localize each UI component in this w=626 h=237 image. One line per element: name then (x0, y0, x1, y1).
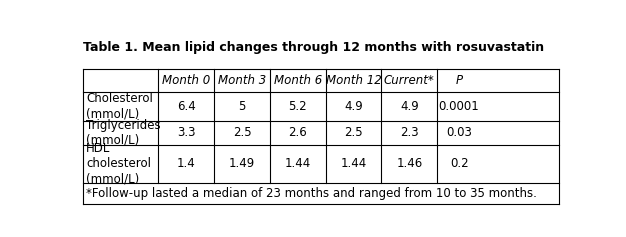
Text: 4.9: 4.9 (344, 100, 363, 113)
Text: *Follow-up lasted a median of 23 months and ranged from 10 to 35 months.: *Follow-up lasted a median of 23 months … (86, 187, 537, 200)
Text: 2.6: 2.6 (289, 126, 307, 139)
Text: Month 3: Month 3 (218, 74, 266, 87)
Text: 3.3: 3.3 (177, 126, 195, 139)
Text: Month 6: Month 6 (274, 74, 322, 87)
Text: Cholesterol
(mmol/L): Cholesterol (mmol/L) (86, 92, 153, 120)
Text: 6.4: 6.4 (177, 100, 195, 113)
Text: 1.49: 1.49 (229, 157, 255, 170)
Text: 2.3: 2.3 (400, 126, 419, 139)
Text: 1.4: 1.4 (177, 157, 195, 170)
Text: P: P (456, 74, 463, 87)
Text: Current*: Current* (384, 74, 434, 87)
Text: HDL
cholesterol
(mmol/L): HDL cholesterol (mmol/L) (86, 142, 151, 185)
Text: 5.2: 5.2 (289, 100, 307, 113)
Text: 1.44: 1.44 (285, 157, 311, 170)
Text: 2.5: 2.5 (233, 126, 251, 139)
Text: Month 0: Month 0 (162, 74, 210, 87)
Text: 2.5: 2.5 (344, 126, 363, 139)
Text: 0.03: 0.03 (446, 126, 472, 139)
Text: 1.46: 1.46 (396, 157, 423, 170)
Text: 0.0001: 0.0001 (439, 100, 480, 113)
Text: Month 12: Month 12 (326, 74, 381, 87)
Text: 4.9: 4.9 (400, 100, 419, 113)
Text: Triglycerides
(mmol/L): Triglycerides (mmol/L) (86, 119, 161, 147)
Text: Table 1. Mean lipid changes through 12 months with rosuvastatin: Table 1. Mean lipid changes through 12 m… (83, 41, 544, 54)
Text: 1.44: 1.44 (341, 157, 367, 170)
Text: 5: 5 (239, 100, 245, 113)
Text: 0.2: 0.2 (449, 157, 468, 170)
